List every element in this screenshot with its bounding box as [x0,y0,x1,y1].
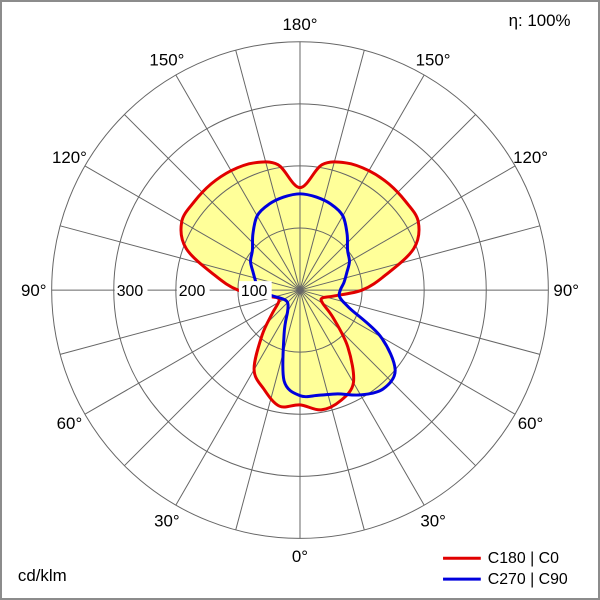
unit-label: cd/klm [18,566,67,585]
polar-grid-ring [51,41,549,539]
ring-value-label-bg [238,281,272,300]
angle-label: 30° [420,512,446,531]
ring-value-labels: 100 200 300 [114,281,272,300]
photometric-curve [179,160,421,412]
angle-label: 60° [57,414,83,433]
ring-value-label-bg [114,281,148,300]
angle-label: 150° [149,50,184,69]
angle-label: 180° [283,15,318,34]
polar-grid-layer [51,41,549,539]
ring-value-label-bg [176,281,210,300]
legend: C180 | C0 C270 | C90 [443,550,568,588]
ring-value-label: 100 [241,283,268,300]
distribution-fill [250,193,396,397]
angle-label: 120° [52,148,87,167]
angle-label: 60° [518,414,544,433]
angle-labels: 180° 150° 150° 120° 120° 90° 90° 60° 60° 30° 30° 0° [21,15,579,566]
polar-grid-ring [175,165,425,415]
angle-label: 120° [513,148,548,167]
polar-grid-ring [113,103,487,477]
angle-label: 90° [553,281,579,300]
photometric-curve [249,192,397,399]
legend-label-c90: C270 | C90 [488,571,568,588]
efficiency-label: η: 100% [509,11,571,30]
angle-label: 0° [292,547,308,566]
angle-label: 30° [154,512,180,531]
angle-label: 150° [416,50,451,69]
photometric-curve-layer [179,160,421,412]
legend-label-c0: C180 | C0 [488,550,559,567]
ring-value-label: 200 [179,283,206,300]
angle-label: 90° [21,281,47,300]
ring-value-label: 300 [117,283,144,300]
